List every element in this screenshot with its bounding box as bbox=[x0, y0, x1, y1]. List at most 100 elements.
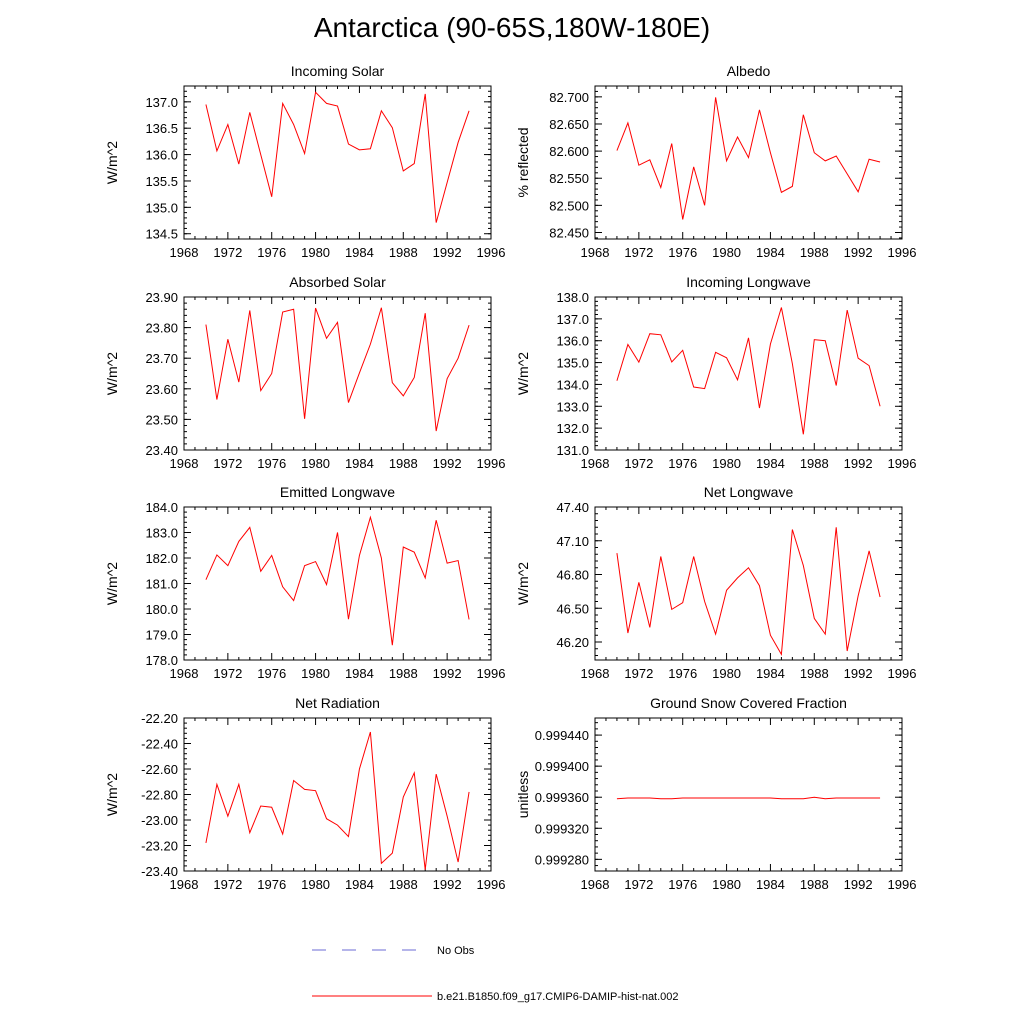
panel-title: Albedo bbox=[727, 63, 771, 79]
x-tick-label: 1996 bbox=[477, 245, 506, 260]
chart-panel-2: 1968 1972 1976 1980 1984 1988 1992 1996 23.40 23.… bbox=[104, 274, 505, 471]
x-tick-label: 1972 bbox=[624, 877, 653, 892]
x-tick-label: 1968 bbox=[581, 456, 610, 471]
x-tick-label: 1984 bbox=[345, 666, 374, 681]
y-tick-label: 23.60 bbox=[145, 382, 178, 397]
x-tick-label: 1980 bbox=[301, 666, 330, 681]
panel-title: Incoming Longwave bbox=[686, 274, 811, 290]
y-tick-label: -22.60 bbox=[141, 762, 178, 777]
x-tick-label: 1996 bbox=[888, 666, 917, 681]
x-tick-label: 1976 bbox=[257, 456, 286, 471]
x-tick-label: 1972 bbox=[213, 666, 242, 681]
y-tick-label: 0.999400 bbox=[535, 759, 589, 774]
plot-frame bbox=[594, 85, 903, 240]
y-tick-label: 47.10 bbox=[556, 534, 589, 549]
x-tick-label: 1968 bbox=[170, 456, 199, 471]
x-tick-label: 1992 bbox=[844, 877, 873, 892]
panel-title: Net Longwave bbox=[704, 484, 794, 500]
y-tick-label: 136.0 bbox=[556, 334, 589, 349]
y-tick-label: 179.0 bbox=[145, 628, 178, 643]
y-tick-label: 138.0 bbox=[556, 290, 589, 305]
x-tick-label: 1968 bbox=[170, 666, 199, 681]
y-tick-label: 182.0 bbox=[145, 551, 178, 566]
x-tick-label: 1976 bbox=[668, 666, 697, 681]
y-tick-label: 0.999320 bbox=[535, 821, 589, 836]
series-line bbox=[616, 97, 881, 220]
y-tick-label: 82.450 bbox=[549, 225, 589, 240]
y-tick-label: 133.0 bbox=[556, 399, 589, 414]
y-tick-label: 137.0 bbox=[145, 95, 178, 110]
y-axis-label: W/m^2 bbox=[515, 352, 531, 395]
x-tick-label: 1968 bbox=[581, 877, 610, 892]
y-tick-label: 0.999360 bbox=[535, 790, 589, 805]
y-tick-label: 135.0 bbox=[145, 200, 178, 215]
x-tick-label: 1968 bbox=[581, 666, 610, 681]
y-tick-label: 46.20 bbox=[556, 635, 589, 650]
y-tick-label: 136.0 bbox=[145, 148, 178, 163]
y-axis-label: W/m^2 bbox=[515, 562, 531, 605]
x-tick-label: 1984 bbox=[756, 245, 785, 260]
x-tick-label: 1972 bbox=[213, 456, 242, 471]
y-axis-label: W/m^2 bbox=[104, 773, 120, 816]
x-tick-label: 1992 bbox=[433, 666, 462, 681]
panel-title: Net Radiation bbox=[295, 695, 380, 711]
y-tick-label: 134.0 bbox=[556, 377, 589, 392]
plot-frame bbox=[183, 717, 492, 872]
plot-frame bbox=[183, 85, 492, 240]
chart-panel-7: 1968 1972 1976 1980 1984 1988 1992 1996 0.999280… bbox=[515, 695, 916, 892]
y-axis-label: W/m^2 bbox=[104, 141, 120, 184]
y-tick-label: 0.999280 bbox=[535, 852, 589, 867]
y-tick-label: 82.500 bbox=[549, 198, 589, 213]
series-line bbox=[205, 731, 470, 870]
x-tick-label: 1996 bbox=[477, 877, 506, 892]
y-tick-label: 131.0 bbox=[556, 443, 589, 458]
x-tick-label: 1988 bbox=[389, 666, 418, 681]
y-tick-label: 23.70 bbox=[145, 351, 178, 366]
x-tick-label: 1988 bbox=[800, 456, 829, 471]
x-tick-label: 1988 bbox=[389, 245, 418, 260]
x-tick-label: 1992 bbox=[844, 666, 873, 681]
panel-title: Incoming Solar bbox=[291, 63, 385, 79]
plot-frame bbox=[183, 506, 492, 661]
chart-panel-0: 1968 1972 1976 1980 1984 1988 1992 1996 134.5 135… bbox=[104, 63, 505, 260]
y-tick-label: 135.5 bbox=[145, 174, 178, 189]
plot-frame bbox=[594, 717, 903, 872]
y-tick-label: 23.80 bbox=[145, 321, 178, 336]
panel-title: Ground Snow Covered Fraction bbox=[650, 695, 847, 711]
y-tick-label: 180.0 bbox=[145, 602, 178, 617]
x-tick-label: 1984 bbox=[345, 456, 374, 471]
x-tick-label: 1980 bbox=[301, 877, 330, 892]
y-tick-label: 135.0 bbox=[556, 356, 589, 371]
y-tick-label: 178.0 bbox=[145, 653, 178, 668]
x-tick-label: 1992 bbox=[433, 245, 462, 260]
x-tick-label: 1996 bbox=[477, 666, 506, 681]
y-tick-label: 137.0 bbox=[556, 312, 589, 327]
panel-title: Emitted Longwave bbox=[280, 484, 395, 500]
x-tick-label: 1992 bbox=[433, 456, 462, 471]
plot-frame bbox=[183, 296, 492, 451]
x-tick-label: 1968 bbox=[170, 877, 199, 892]
y-axis-label: W/m^2 bbox=[104, 352, 120, 395]
y-tick-label: 47.40 bbox=[556, 500, 589, 515]
y-tick-label: 82.600 bbox=[549, 144, 589, 159]
x-tick-label: 1972 bbox=[624, 245, 653, 260]
x-tick-label: 1976 bbox=[257, 877, 286, 892]
x-tick-label: 1988 bbox=[800, 245, 829, 260]
y-tick-label: -22.80 bbox=[141, 788, 178, 803]
y-axis-label: % reflected bbox=[515, 127, 531, 197]
chart-panel-3: 1968 1972 1976 1980 1984 1988 1992 1996 131.0 132… bbox=[515, 274, 916, 471]
x-tick-label: 1992 bbox=[844, 245, 873, 260]
x-tick-label: 1988 bbox=[800, 877, 829, 892]
x-tick-label: 1968 bbox=[170, 245, 199, 260]
series-line bbox=[205, 91, 470, 223]
y-tick-label: 82.700 bbox=[549, 90, 589, 105]
x-tick-label: 1996 bbox=[888, 877, 917, 892]
y-tick-label: 23.50 bbox=[145, 412, 178, 427]
x-tick-label: 1972 bbox=[624, 666, 653, 681]
x-tick-label: 1976 bbox=[668, 877, 697, 892]
x-tick-label: 1976 bbox=[668, 245, 697, 260]
x-tick-label: 1976 bbox=[257, 245, 286, 260]
x-tick-label: 1972 bbox=[624, 456, 653, 471]
x-tick-label: 1980 bbox=[712, 245, 741, 260]
